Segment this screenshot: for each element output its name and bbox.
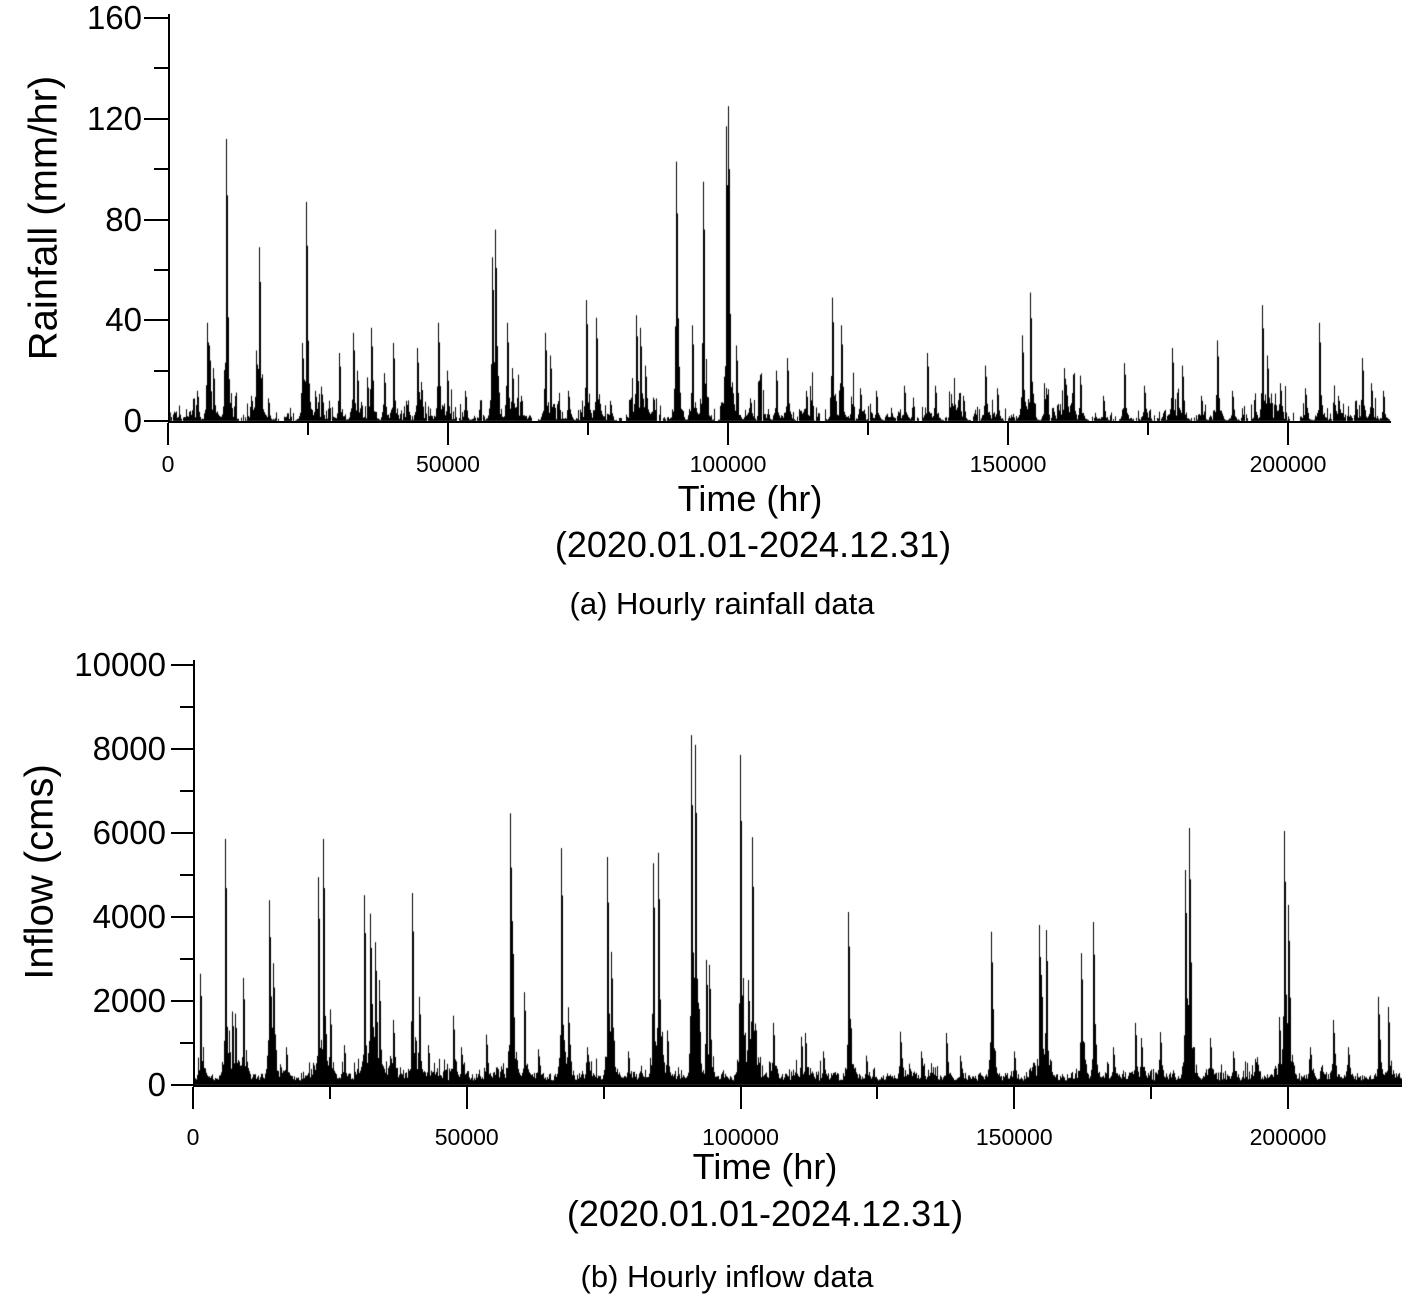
rainfall-y-tick-label: 120	[86, 99, 142, 137]
rainfall-y-minor-tick	[154, 268, 168, 271]
inflow-y-major-tick	[171, 832, 193, 834]
inflow-x-tick-label: 150000	[975, 1124, 1053, 1150]
inflow-y-tick-label: 8000	[92, 730, 166, 767]
inflow-x-major-tick	[739, 1087, 742, 1109]
rainfall-series-canvas	[169, 16, 1391, 423]
inflow-x-tick-label: 50000	[434, 1124, 499, 1150]
rainfall-y-major-tick	[144, 117, 168, 120]
rainfall-x-axis-subtitle: (2020.01.01-2024.12.31)	[554, 524, 952, 565]
rainfall-x-axis-title: Time (hr)	[677, 478, 823, 519]
rainfall-x-tick-label: 200000	[1249, 451, 1327, 477]
rainfall-x-tick-label: 0	[161, 451, 175, 477]
inflow-y-tick-label: 4000	[92, 898, 166, 935]
rainfall-x-major-tick	[447, 423, 449, 445]
rainfall-y-tick-label: 160	[86, 0, 142, 36]
rainfall-x-major-tick	[727, 423, 729, 445]
inflow-x-minor-tick	[1150, 1087, 1153, 1099]
inflow-y-major-tick	[171, 916, 193, 918]
inflow-series-canvas	[195, 662, 1402, 1087]
inflow-y-tick-label: 2000	[92, 982, 166, 1019]
inflow-x-axis-title: Time (hr)	[692, 1146, 838, 1187]
inflow-x-major-tick	[1013, 1087, 1016, 1109]
inflow-y-major-tick	[171, 664, 193, 666]
inflow-x-minor-tick	[602, 1087, 605, 1099]
inflow-x-major-tick	[192, 1087, 194, 1109]
rainfall-y-tick-label: 0	[123, 402, 142, 439]
inflow-x-tick-label: 100000	[702, 1124, 779, 1150]
rainfall-x-tick-label: 150000	[969, 451, 1047, 477]
inflow-y-minor-tick	[180, 958, 193, 960]
rainfall-y-major-tick	[144, 319, 168, 322]
inflow-y-major-tick	[171, 1084, 193, 1086]
inflow-caption: (b) Hourly inflow data	[580, 1259, 874, 1294]
inflow-y-minor-tick	[180, 706, 193, 708]
inflow-x-minor-tick	[328, 1087, 331, 1099]
inflow-x-axis	[193, 1085, 1402, 1087]
rainfall-x-minor-tick	[587, 423, 589, 435]
rainfall-x-minor-tick	[307, 423, 309, 435]
rainfall-y-tick-label: 40	[105, 301, 142, 339]
rainfall-y-major-tick	[144, 218, 168, 221]
inflow-y-minor-tick	[180, 874, 193, 876]
rainfall-x-tick-label: 50000	[416, 451, 480, 477]
rainfall-y-tick-label: 80	[105, 200, 142, 238]
rainfall-x-minor-tick	[1147, 423, 1149, 435]
rainfall-x-minor-tick	[867, 423, 869, 435]
rainfall-y-axis-title: Rainfall (mm/hr)	[21, 75, 66, 361]
rainfall-x-major-tick	[167, 423, 169, 445]
rainfall-y-minor-tick	[154, 168, 168, 171]
rainfall-x-major-tick	[1007, 423, 1009, 445]
rainfall-x-major-tick	[1287, 423, 1289, 445]
inflow-x-major-tick	[465, 1087, 468, 1109]
rainfall-y-major-tick	[144, 420, 168, 422]
inflow-y-tick-label: 10000	[74, 646, 166, 683]
inflow-y-major-tick	[171, 1000, 193, 1002]
inflow-x-axis-subtitle: (2020.01.01-2024.12.31)	[566, 1193, 964, 1234]
inflow-y-tick-label: 0	[147, 1066, 166, 1103]
rainfall-y-minor-tick	[154, 67, 168, 70]
inflow-y-minor-tick	[180, 790, 193, 792]
rainfall-x-axis	[168, 421, 1391, 423]
rainfall-y-major-tick	[144, 17, 168, 19]
rainfall-y-minor-tick	[154, 369, 168, 372]
inflow-y-minor-tick	[180, 1042, 193, 1044]
inflow-x-minor-tick	[876, 1087, 879, 1099]
inflow-x-tick-label: 200000	[1249, 1124, 1327, 1150]
inflow-y-major-tick	[171, 748, 193, 750]
rainfall-y-axis	[168, 14, 170, 423]
rainfall-caption: (a) Hourly rainfall data	[569, 586, 875, 621]
inflow-x-major-tick	[1287, 1087, 1289, 1109]
inflow-y-axis-title: Inflow (cms)	[17, 764, 62, 980]
inflow-x-tick-label: 0	[186, 1124, 200, 1150]
inflow-y-tick-label: 6000	[92, 814, 166, 851]
inflow-y-axis	[193, 660, 195, 1087]
rainfall-x-tick-label: 100000	[689, 451, 767, 477]
